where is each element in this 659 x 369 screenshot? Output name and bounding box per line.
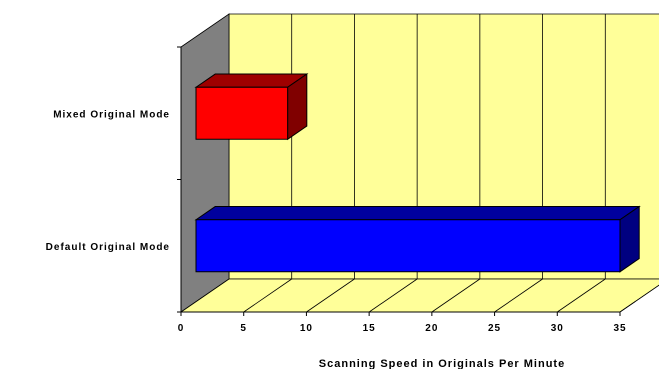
x-tick-label: 0 bbox=[178, 323, 185, 334]
gridline-floor bbox=[557, 278, 606, 313]
bar-top-face bbox=[194, 206, 641, 221]
bars bbox=[194, 73, 641, 273]
category-label: Default Original Mode bbox=[46, 242, 170, 253]
gridline-floor bbox=[368, 278, 418, 313]
x-tick-label: 35 bbox=[613, 323, 626, 334]
x-tick-labels: 0 5 10 15 20 25 30 35 bbox=[178, 323, 626, 334]
category-labels: Default Original Mode Mixed Original Mode bbox=[46, 109, 170, 253]
gridline-floor bbox=[306, 278, 355, 313]
bar bbox=[194, 205, 641, 273]
x-axis-title: Scanning Speed in Originals Per Minute bbox=[319, 358, 565, 369]
gridline-floor bbox=[619, 284, 659, 313]
bar-front-face bbox=[195, 219, 621, 273]
floor bbox=[179, 278, 659, 313]
x-tick-label: 20 bbox=[425, 323, 438, 334]
gridline-floor bbox=[431, 278, 481, 313]
category-label: Mixed Original Mode bbox=[53, 109, 170, 120]
x-tick-label: 30 bbox=[551, 323, 564, 334]
bar bbox=[194, 73, 309, 141]
x-tick-label: 15 bbox=[363, 323, 376, 334]
gridline-floor bbox=[243, 278, 292, 313]
x-tick-label: 10 bbox=[300, 323, 313, 334]
bar-front-face bbox=[195, 86, 289, 140]
gridline-floor bbox=[494, 278, 543, 313]
axes bbox=[177, 46, 621, 316]
x-tick-label: 25 bbox=[488, 323, 501, 334]
x-tick-label: 5 bbox=[240, 323, 247, 334]
